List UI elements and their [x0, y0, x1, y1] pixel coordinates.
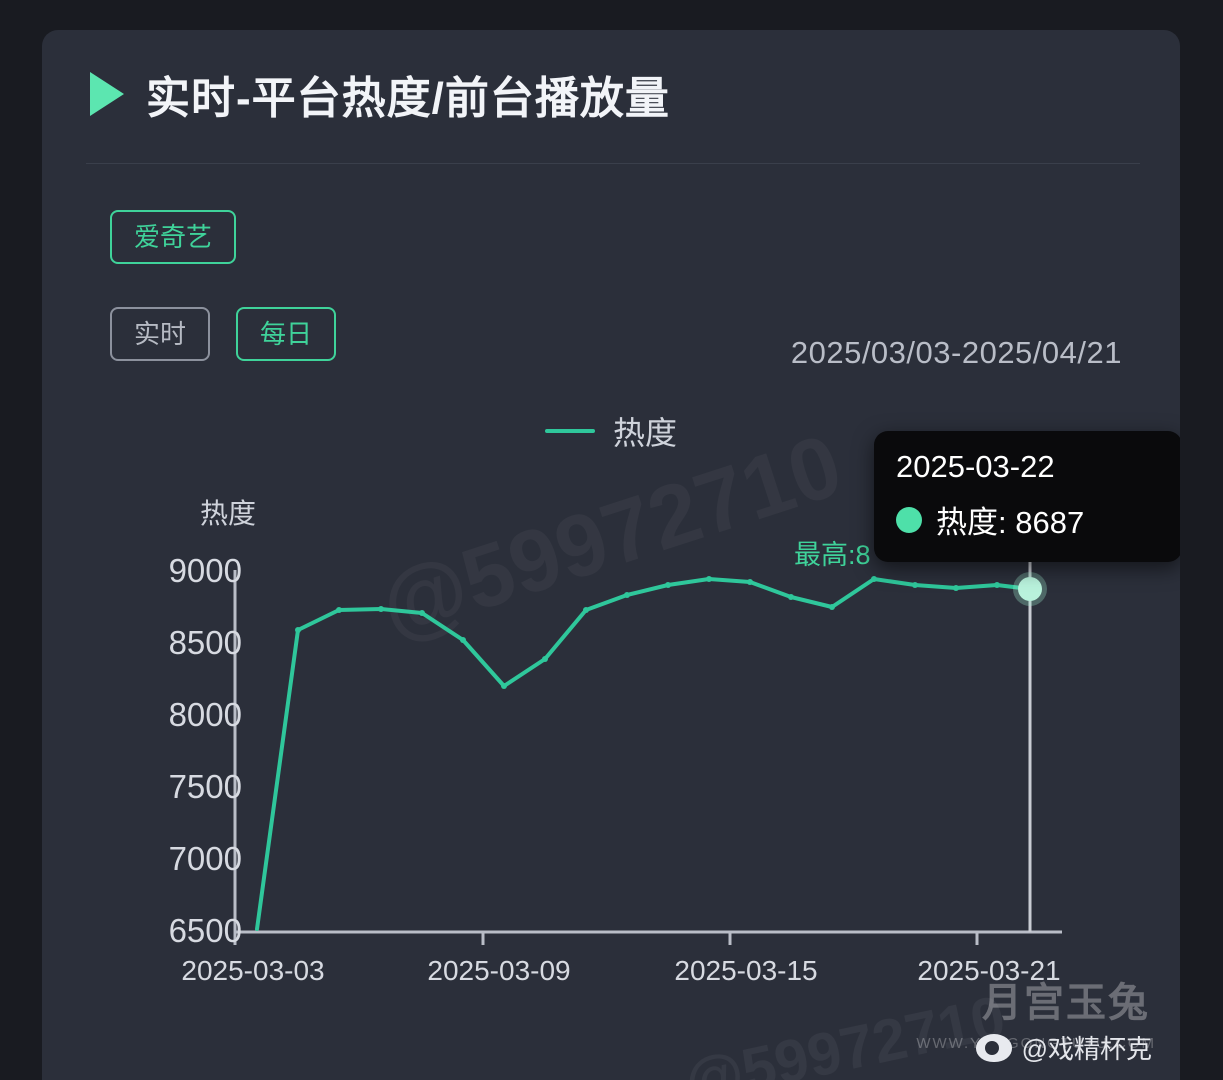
weibo-account-name[interactable]: @戏精杯克 [1021, 1034, 1152, 1064]
platform-filter-row: 爱奇艺 [110, 210, 237, 264]
weibo-account[interactable]: @戏精杯克 [975, 1029, 1152, 1066]
y-tick-8000: 8000 [168, 696, 242, 733]
y-tick-8500: 8500 [168, 624, 242, 661]
x-tick-0315: 2025-03-15 [674, 955, 818, 986]
y-tick-9000: 9000 [168, 552, 242, 589]
mode-button-realtime[interactable]: 实时 [110, 307, 211, 361]
analytics-card: 实时-平台热度/前台播放量 爱奇艺 实时 每日 2025/03/03-2025/… [42, 30, 1180, 1080]
play-triangle-icon [90, 72, 124, 116]
weibo-logo-icon [975, 1033, 1012, 1062]
x-tick-0303: 2025-03-03 [181, 955, 325, 986]
y-tick-7500: 7500 [168, 768, 242, 805]
page-title: 实时-平台热度/前台播放量 [146, 74, 670, 123]
legend-line-icon [544, 429, 595, 433]
x-tick-0321: 2025-03-21 [917, 955, 1061, 986]
mode-toggle-group: 实时 每日 [110, 307, 337, 361]
y-tick-6500: 6500 [168, 912, 242, 949]
chart-legend: 热度 [42, 408, 1180, 454]
y-tick-7000: 7000 [168, 840, 242, 877]
date-range-label[interactable]: 2025/03/03-2025/04/21 [790, 335, 1122, 370]
tooltip-date: 2025-03-22 [896, 449, 1055, 484]
chart-tooltip: 2025-03-22 热度: 8687 [874, 431, 1180, 562]
card-header: 实时-平台热度/前台播放量 [90, 62, 670, 126]
tooltip-series-row: 热度: 8687 [896, 497, 1160, 542]
legend-label-redu[interactable]: 热度 [612, 415, 677, 451]
mode-button-daily[interactable]: 每日 [236, 307, 337, 361]
y-axis-tick-labels: 9000 8500 8000 7500 7000 6500 [102, 30, 242, 1080]
x-tick-0309: 2025-03-09 [427, 955, 571, 986]
y-axis-title: 热度 [200, 498, 257, 529]
max-value-annotation: 最高:8 [794, 540, 871, 570]
tooltip-series-value: 热度: 8687 [936, 505, 1085, 540]
tooltip-series-dot-icon [896, 506, 922, 533]
x-axis-tick-labels: 2025-03-03 2025-03-09 2025-03-15 2025-03… [42, 30, 1180, 1080]
platform-tag-iqiyi[interactable]: 爱奇艺 [110, 210, 237, 264]
header-divider [86, 163, 1140, 164]
